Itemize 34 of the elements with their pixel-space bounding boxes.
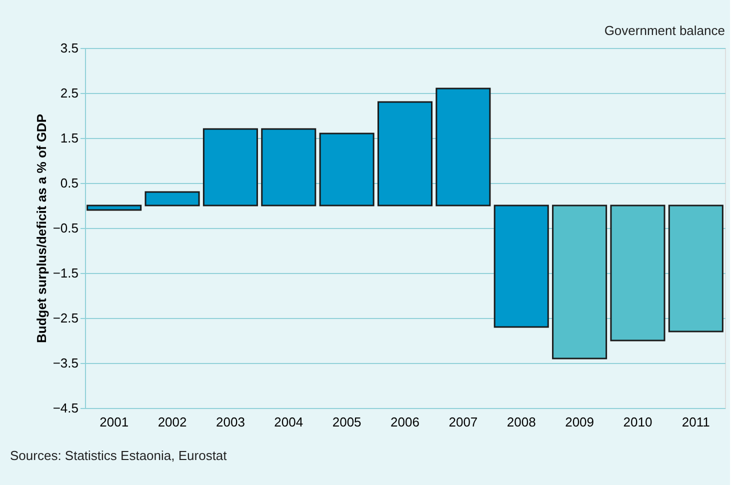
bar [319,132,374,206]
bar [552,204,608,360]
y-tick-label: 2.5 [60,86,78,100]
chart-title: Government balance [604,23,725,38]
bar [436,88,491,206]
y-tick-label: −4.5 [52,400,78,416]
bar [144,191,200,206]
y-tick-label: 3.5 [60,40,78,56]
bar [494,204,549,328]
x-tick-label: 2011 [682,414,710,430]
x-tick-label: 2006 [390,414,420,430]
source-note: Sources: Statistics Estaonia, Eurostat [10,448,228,463]
x-tick-label: 2002 [158,414,187,430]
x-tick-label: 2003 [216,414,245,430]
x-tick-label: 2010 [623,414,652,430]
x-tick-label: 2004 [274,414,304,430]
bar [86,204,142,211]
y-tick-label: −3.5 [52,356,78,370]
bar [610,204,666,342]
x-tick-label: 2005 [332,414,362,430]
y-tick-label: −2.5 [52,310,78,326]
y-tick-label: −1.5 [52,266,78,280]
x-tick-label: 2009 [565,414,594,430]
y-tick-label: 0.5 [60,176,78,190]
bar [668,204,724,332]
x-tick-label: 2001 [100,414,129,430]
y-tick-label: 1.5 [60,130,78,146]
x-tick-label: 2008 [506,414,536,430]
x-tick-label: 2007 [448,414,478,430]
y-tick-label: −0.5 [52,220,78,236]
bar [377,101,433,206]
bar [202,128,258,206]
y-axis-title: Budget surplus/deficit as a % of GDP [34,114,49,343]
bar [261,128,316,206]
